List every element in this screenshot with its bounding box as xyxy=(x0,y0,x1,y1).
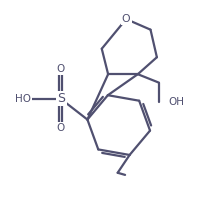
Text: O: O xyxy=(56,64,64,74)
Text: O: O xyxy=(56,123,64,133)
Text: S: S xyxy=(57,92,66,105)
Text: HO: HO xyxy=(15,93,31,104)
Text: OH: OH xyxy=(169,97,184,107)
Text: O: O xyxy=(122,14,130,24)
